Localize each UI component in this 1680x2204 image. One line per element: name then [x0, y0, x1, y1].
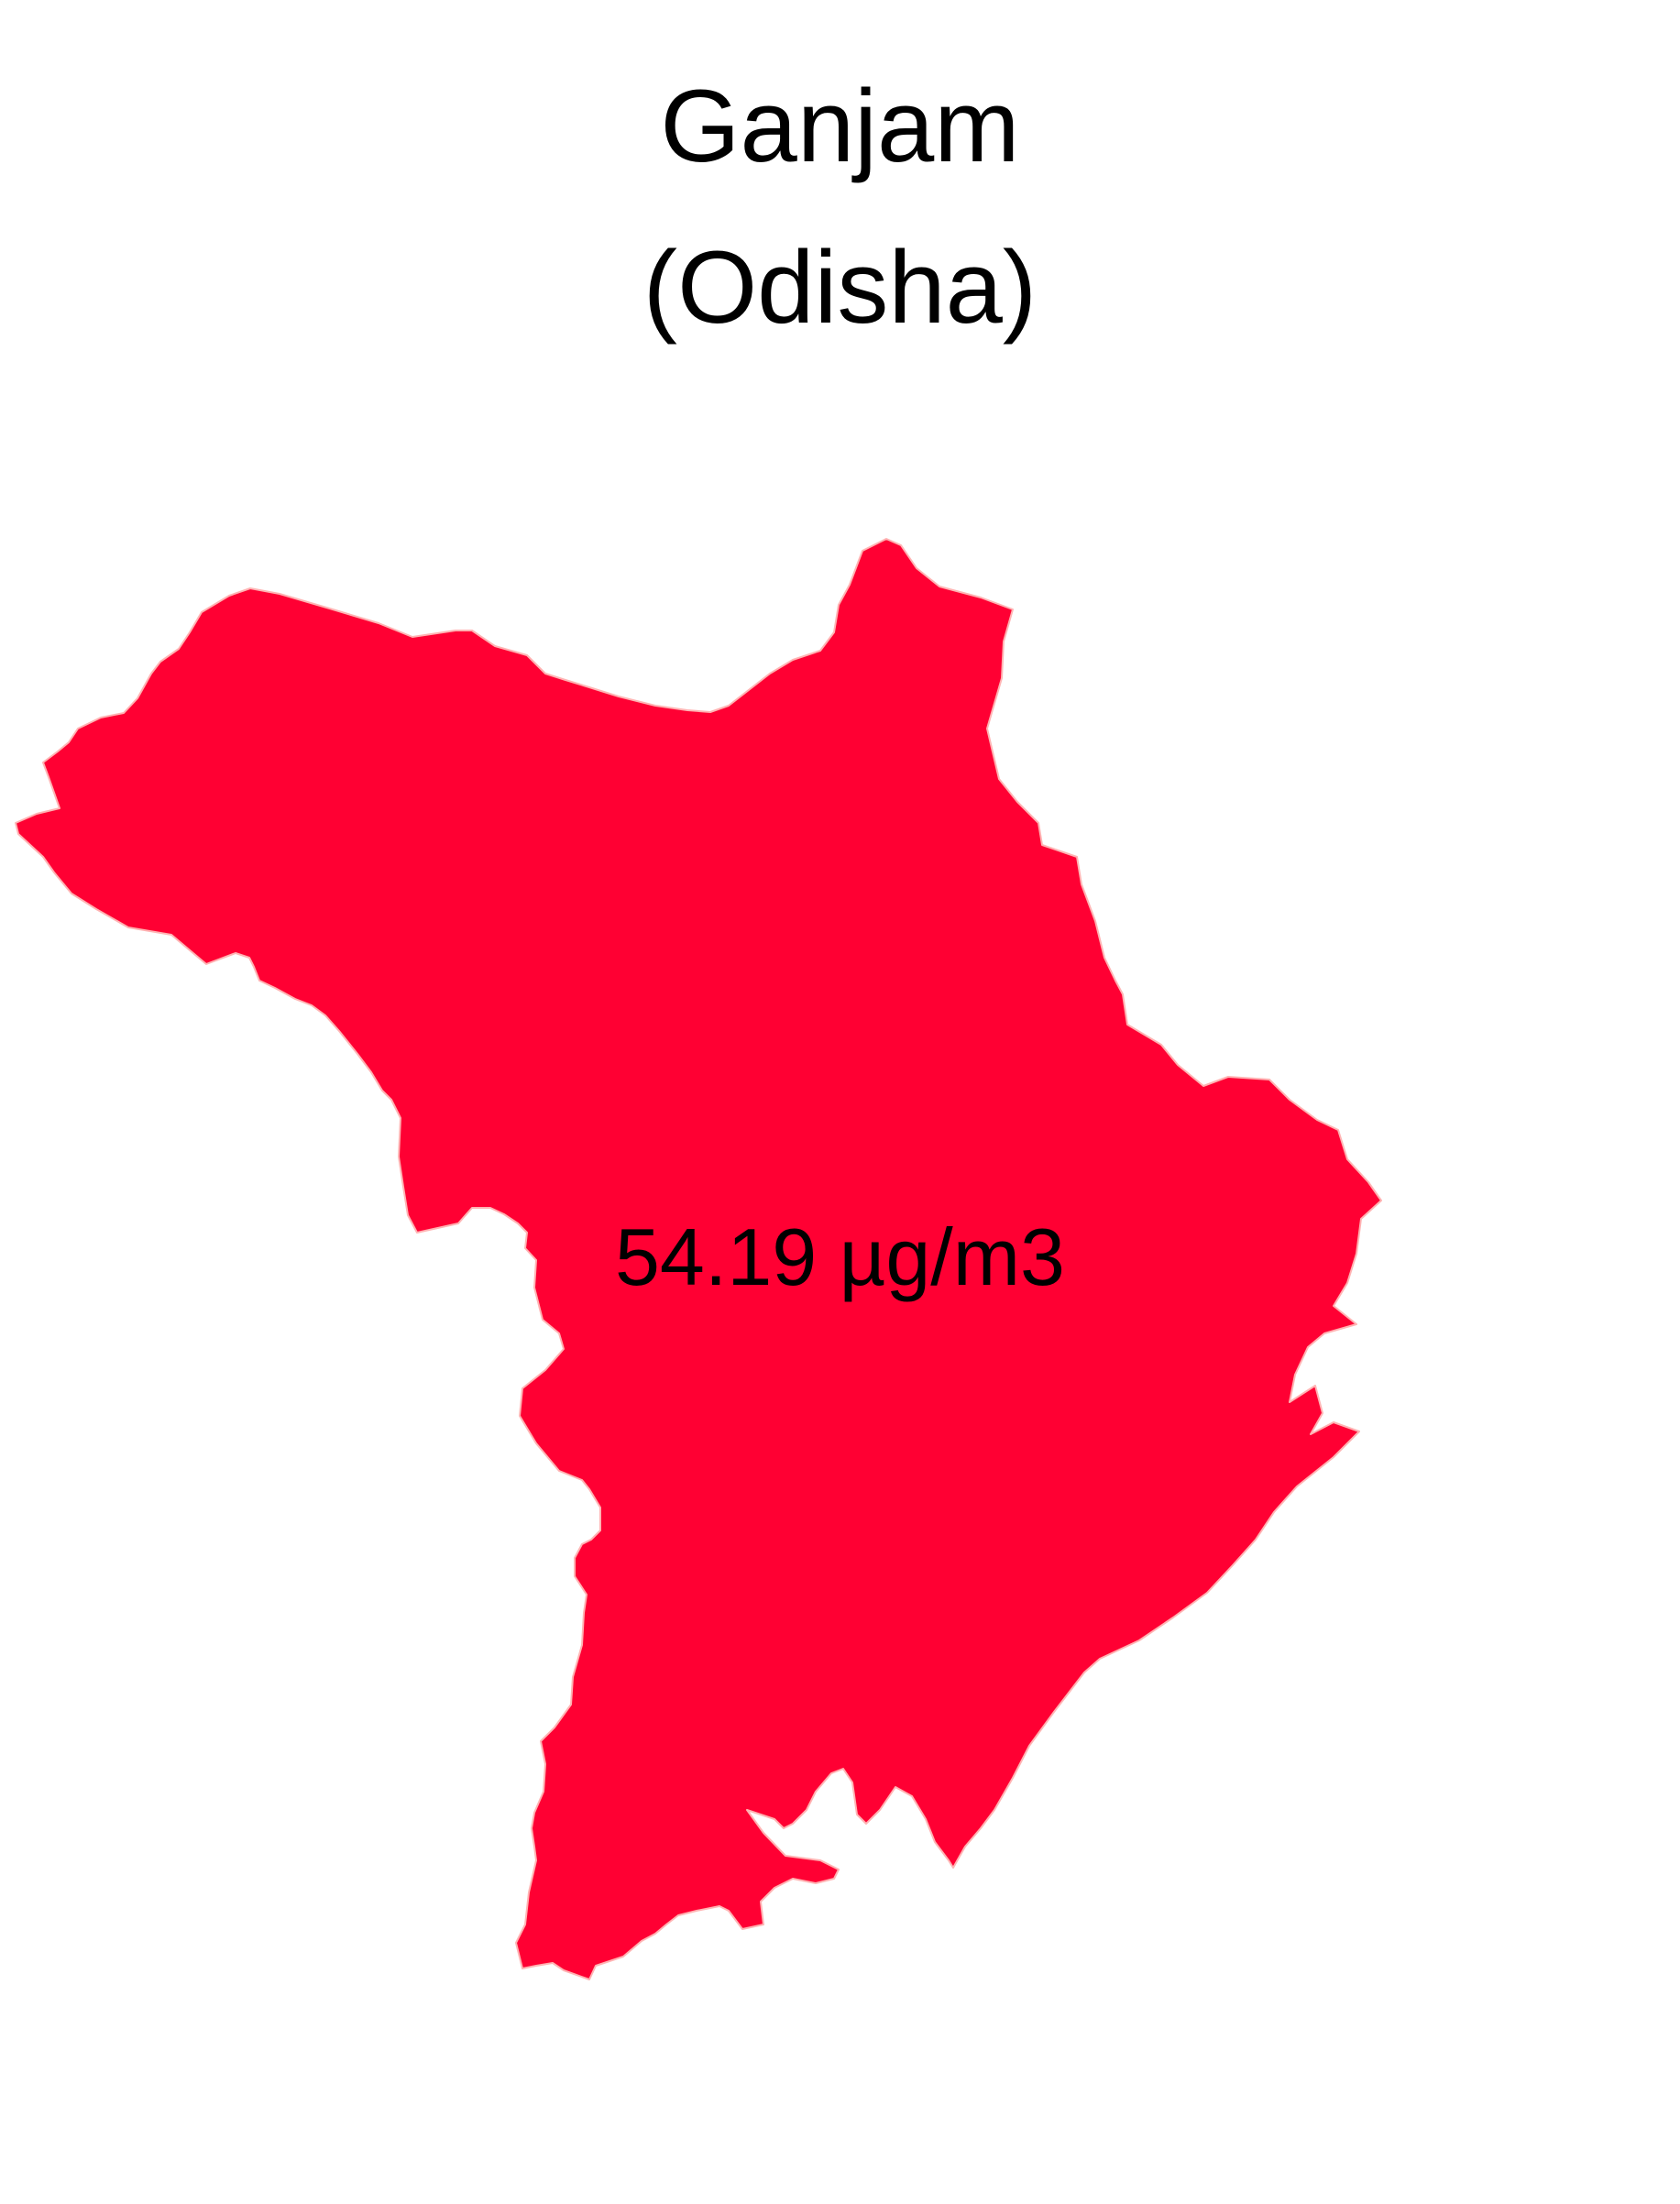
- district-ganjam-shape: [15, 538, 1382, 1980]
- map-subtitle: (Odisha): [642, 230, 1038, 345]
- district-value-label: 54.19 µg/m3: [614, 1212, 1065, 1302]
- map-title: Ganjam: [660, 69, 1020, 183]
